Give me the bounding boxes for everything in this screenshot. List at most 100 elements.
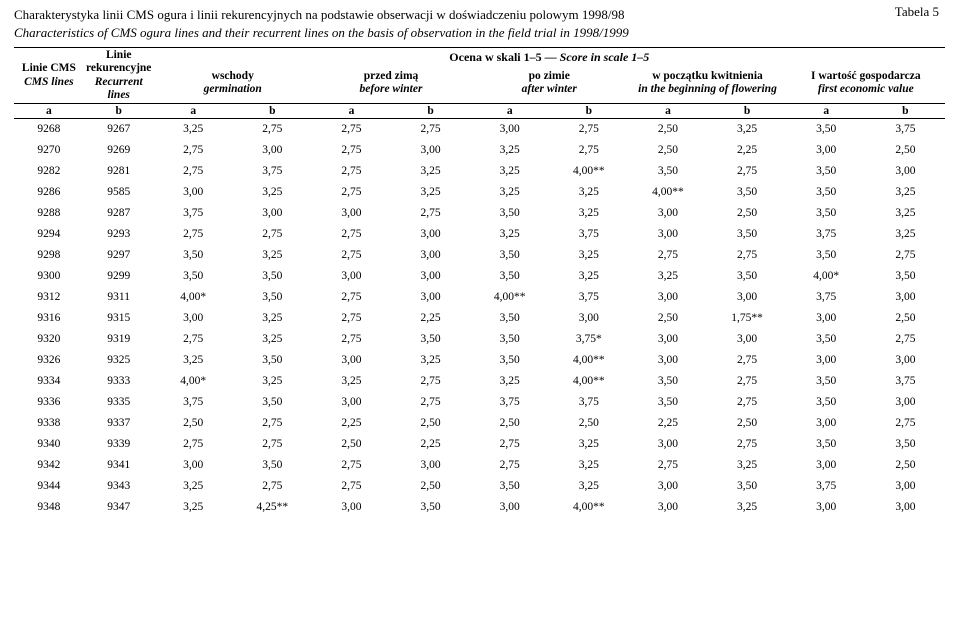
table-row: 929492932,752,752,753,003,253,753,003,50… [14,224,945,245]
cell-value: 3,00 [154,182,233,203]
cell-value: 4,00** [470,287,549,308]
table-row: 931293114,00*3,502,753,004,00**3,753,003… [14,287,945,308]
cell-value: 3,25 [866,203,945,224]
cell-rec: 9335 [84,392,154,413]
cell-rec: 9337 [84,413,154,434]
cell-value: 3,25 [628,266,707,287]
cell-value: 2,75 [312,308,391,329]
cell-rec: 9333 [84,371,154,392]
cell-value: 4,00** [549,161,628,182]
cell-value: 3,00 [866,392,945,413]
sub-b: b [84,103,154,118]
cell-value: 3,00 [708,287,787,308]
table-row: 928292812,753,752,753,253,254,00**3,502,… [14,161,945,182]
cell-value: 3,00 [154,308,233,329]
cell-value: 3,25 [154,476,233,497]
cell-value: 3,50 [154,266,233,287]
cell-rec: 9339 [84,434,154,455]
cell-value: 2,75 [312,118,391,140]
cell-cms: 9342 [14,455,84,476]
cell-value: 3,25 [233,308,312,329]
cell-value: 3,25 [708,455,787,476]
cell-value: 3,50 [787,329,866,350]
cell-value: 3,75 [787,476,866,497]
cell-value: 3,25 [866,224,945,245]
col-header-group-2: po zimie after winter [470,67,628,99]
cell-value: 3,50 [470,203,549,224]
cell-value: 2,75 [628,455,707,476]
table-row: 930092993,503,503,003,003,503,253,253,50… [14,266,945,287]
cell-value: 3,75 [549,224,628,245]
cell-value: 2,75 [866,329,945,350]
cell-value: 2,75 [391,392,470,413]
cell-cms: 9312 [14,287,84,308]
sub-b: b [708,103,787,118]
table-row: 933893372,502,752,252,502,502,502,252,50… [14,413,945,434]
cell-value: 3,00 [549,308,628,329]
cell-value: 2,50 [708,203,787,224]
cell-value: 4,00* [787,266,866,287]
cell-value: 3,50 [787,371,866,392]
cell-value: 3,50 [391,497,470,518]
cell-value: 2,50 [391,413,470,434]
cell-value: 4,25** [233,497,312,518]
table-row: 928892873,753,003,002,753,503,253,002,50… [14,203,945,224]
cell-cms: 9340 [14,434,84,455]
cell-value: 3,75 [866,371,945,392]
cell-value: 3,00 [628,497,707,518]
cell-rec: 9281 [84,161,154,182]
cell-value: 3,00 [628,203,707,224]
cell-value: 3,00 [312,350,391,371]
cell-cms: 9270 [14,140,84,161]
col-header-group-0: wschody germination [154,67,312,99]
cell-rec: 9299 [84,266,154,287]
cell-cms: 9334 [14,371,84,392]
cell-value: 2,75 [708,371,787,392]
cell-value: 2,25 [708,140,787,161]
cell-value: 3,25 [391,161,470,182]
cell-rec: 9319 [84,329,154,350]
cell-value: 2,75 [312,224,391,245]
cell-value: 3,50 [866,266,945,287]
cell-value: 2,75 [154,224,233,245]
cell-value: 3,50 [233,392,312,413]
cell-rec: 9343 [84,476,154,497]
cell-rec: 9267 [84,118,154,140]
cell-value: 3,00 [628,224,707,245]
cell-value: 2,75 [708,161,787,182]
sub-a: a [787,103,866,118]
table-row: 932093192,753,252,753,503,503,75*3,003,0… [14,329,945,350]
cell-value: 2,75 [708,392,787,413]
cell-rec: 9341 [84,455,154,476]
cell-value: 3,00 [470,118,549,140]
cell-value: 2,50 [628,118,707,140]
cell-value: 3,50 [470,329,549,350]
cell-value: 2,25 [628,413,707,434]
cell-value: 3,25 [154,497,233,518]
cell-value: 2,75 [708,434,787,455]
cell-value: 3,50 [708,266,787,287]
cell-cms: 9300 [14,266,84,287]
cell-value: 3,50 [787,182,866,203]
cell-value: 3,00 [787,497,866,518]
data-table: Linie CMS CMS lines Linie rekurencyjne R… [14,47,945,518]
cell-value: 3,50 [787,203,866,224]
cell-value: 3,00 [233,203,312,224]
cell-value: 3,50 [628,161,707,182]
col-header-linie-cms: Linie CMS CMS lines [14,48,84,104]
cell-rec: 9297 [84,245,154,266]
cell-value: 3,75 [549,392,628,413]
cell-value: 2,50 [470,413,549,434]
cell-cms: 9316 [14,308,84,329]
cell-rec: 9287 [84,203,154,224]
cell-value: 3,25 [708,497,787,518]
table-row: 934493433,252,752,752,503,503,253,003,50… [14,476,945,497]
sub-a: a [628,103,707,118]
cell-rec: 9311 [84,287,154,308]
col-header-linie-rek: Linie rekurencyjne Recurrent lines [84,48,154,104]
cell-value: 3,00 [628,287,707,308]
cell-value: 3,75* [549,329,628,350]
cell-value: 2,50 [391,476,470,497]
cell-value: 3,25 [312,371,391,392]
cell-value: 3,75 [549,287,628,308]
